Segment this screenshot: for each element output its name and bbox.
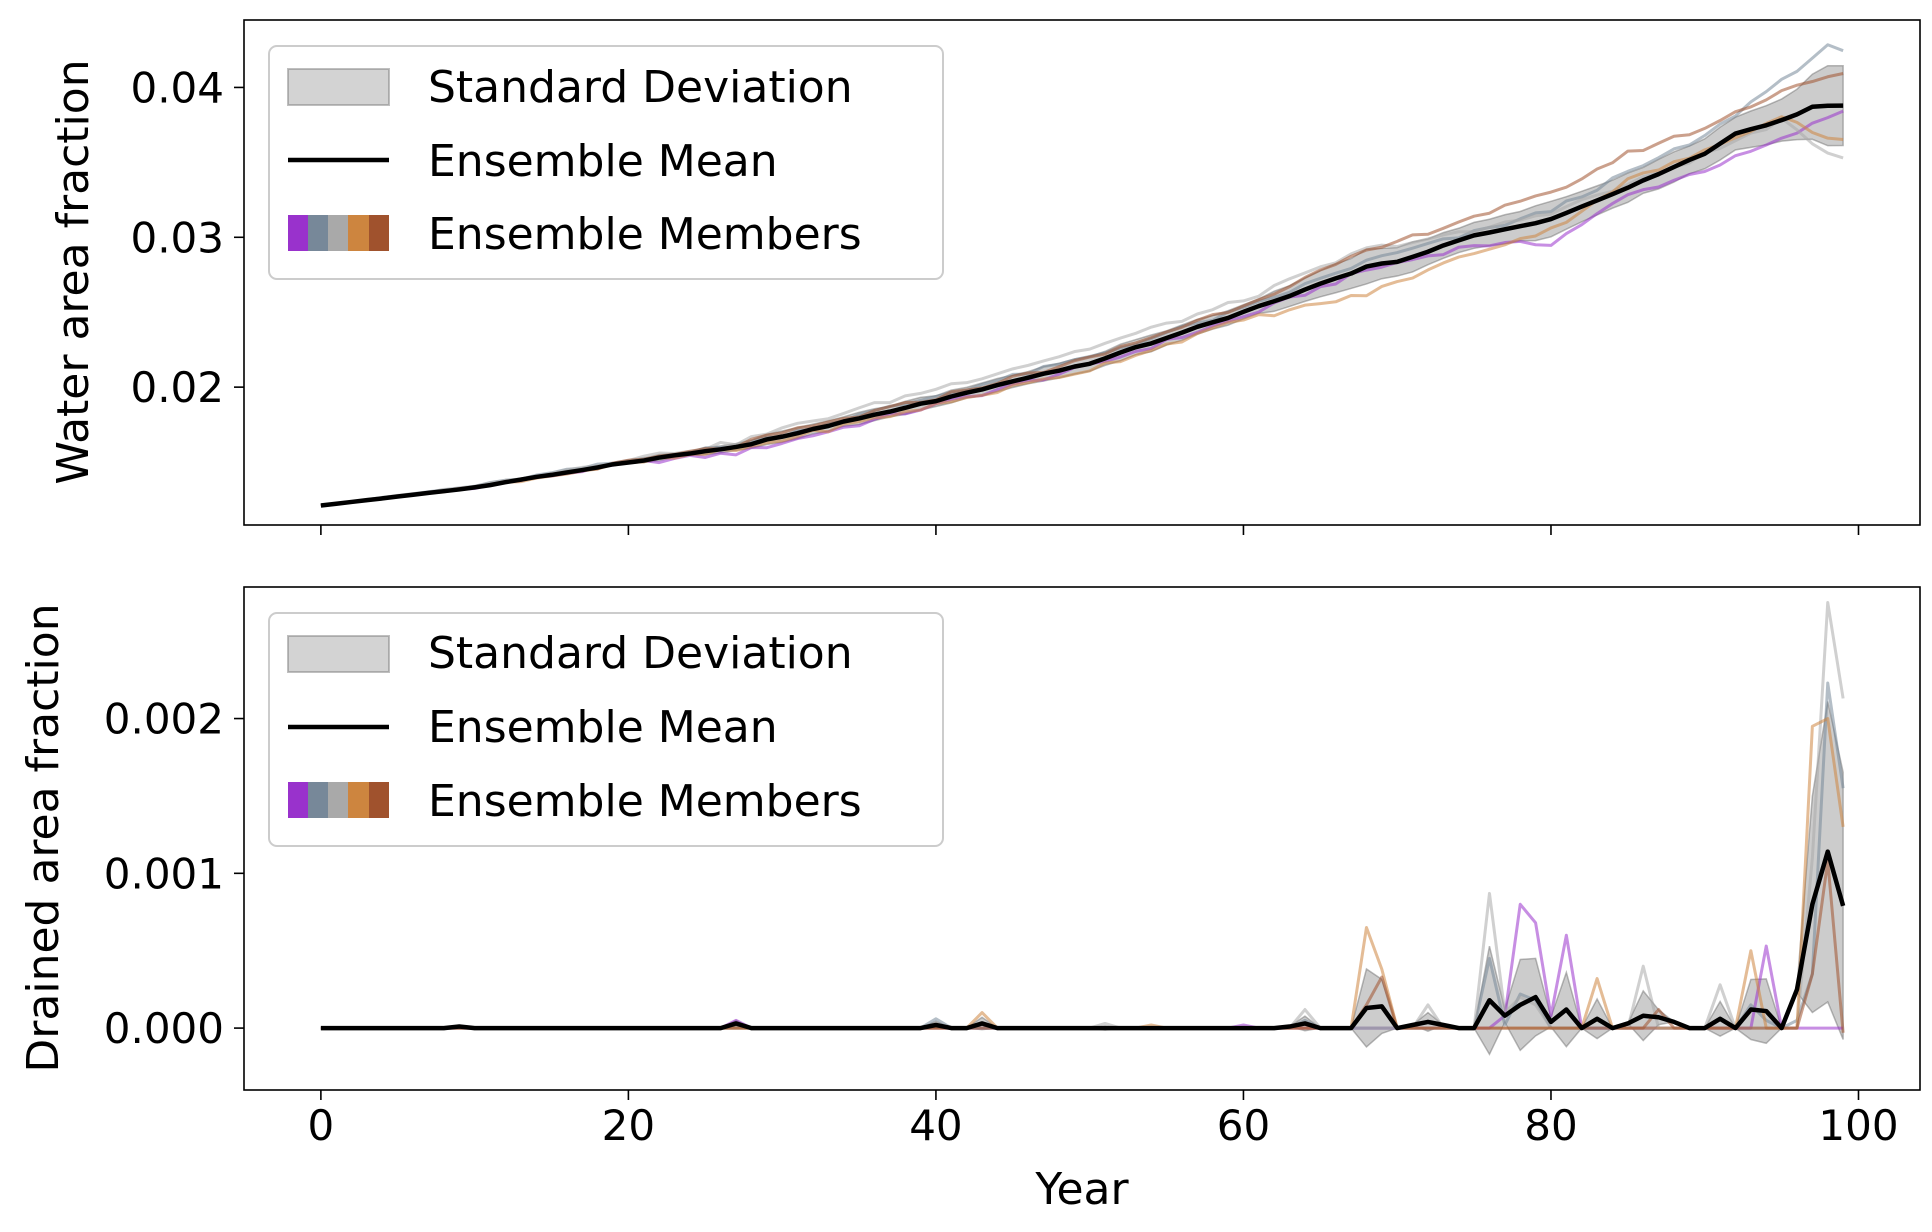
y-tick-label: 0.001: [104, 849, 224, 898]
mean-line: [320, 103, 1844, 508]
legend-bottom: Standard Deviation Ensemble Mean Ensembl…: [268, 612, 944, 847]
legend-top: Standard Deviation Ensemble Mean Ensembl…: [268, 45, 944, 280]
legend-label-mean: Ensemble Mean: [428, 136, 778, 187]
x-tick-label: 60: [1217, 1101, 1270, 1150]
water-area-panel: 0.02 0.03 0.04 Water area fraction Standar…: [48, 19, 1921, 535]
x-tick-label: 100: [1818, 1101, 1898, 1150]
y-ticks-bottom: 0.000 0.001 0.002: [104, 695, 244, 1053]
x-tick-label: 0: [308, 1101, 335, 1150]
y-tick-label: 0.002: [104, 695, 224, 744]
y-tick-label: 0.02: [130, 363, 224, 412]
legend-box-top: [268, 45, 944, 280]
legend-swatch-std: [287, 635, 390, 673]
legend-label-std: Standard Deviation: [428, 628, 853, 679]
legend-box-bottom: [268, 612, 944, 847]
y-axis-label-water: Water area fraction: [48, 59, 99, 484]
member-line-3: [320, 116, 1844, 508]
legend-label-members: Ensemble Members: [428, 776, 862, 827]
legend-swatch-members: [288, 215, 389, 251]
y-tick-label: 0.04: [130, 63, 224, 112]
y-ticks-top: 0.02 0.03 0.04: [130, 63, 244, 412]
mean-layer: [320, 849, 1846, 1031]
legend-swatch-std: [287, 68, 390, 106]
y-tick-label: 0.000: [104, 1004, 224, 1053]
x-ticks-bottom: 0 20 40 60 80 100: [308, 1090, 1899, 1150]
legend-label-mean: Ensemble Mean: [428, 702, 778, 753]
x-axis-label: Year: [1034, 1164, 1129, 1215]
drained-area-panel: 0 20 40 60 80 100 0.000 0.001 0.002 Drained are…: [18, 586, 1921, 1215]
mean-layer: [320, 103, 1844, 508]
x-tick-label: 20: [602, 1101, 655, 1150]
x-ticks-top: [320, 525, 1860, 535]
mean-line: [320, 849, 1846, 1031]
x-tick-label: 80: [1524, 1101, 1577, 1150]
water-area-frame: [243, 19, 1921, 526]
legend-swatch-members: [288, 782, 389, 818]
drained-area-frame: [243, 586, 1921, 1091]
x-tick-label: 40: [909, 1101, 962, 1150]
y-axis-label-drained: Drained area fraction: [18, 603, 69, 1072]
legend-label-members: Ensemble Members: [428, 209, 862, 260]
legend-label-std: Standard Deviation: [428, 62, 853, 113]
member-line-5: [320, 859, 1845, 1033]
member-line-1: [320, 902, 1844, 1030]
y-tick-label: 0.03: [130, 213, 224, 262]
